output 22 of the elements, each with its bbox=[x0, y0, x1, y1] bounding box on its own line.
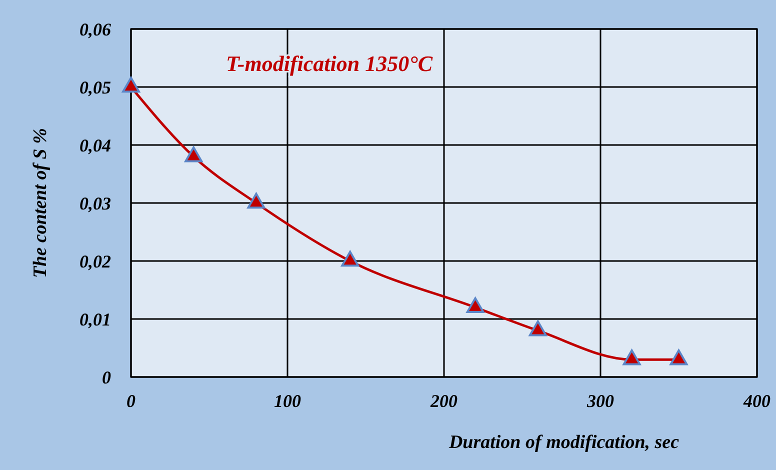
y-tick-label: 0,01 bbox=[80, 309, 111, 330]
y-tick-label: 0,04 bbox=[80, 135, 111, 156]
x-tick-label: 0 bbox=[126, 391, 136, 411]
y-tick-label: 0,06 bbox=[80, 19, 111, 40]
x-axis-title: Duration of modification, sec bbox=[448, 432, 680, 453]
x-tick-label: 200 bbox=[430, 391, 458, 411]
point bbox=[670, 349, 688, 366]
point bbox=[528, 320, 547, 336]
y-axis-title: The content of S % bbox=[30, 128, 51, 278]
y-tick-label: 0 bbox=[102, 367, 111, 388]
point bbox=[122, 76, 140, 93]
point bbox=[622, 349, 641, 366]
point bbox=[341, 250, 360, 267]
x-tick-label: 400 bbox=[742, 391, 770, 411]
x-tick-label: 100 bbox=[274, 391, 301, 411]
point bbox=[466, 297, 484, 313]
y-tick-label: 0,05 bbox=[80, 77, 111, 98]
point bbox=[184, 146, 203, 162]
point bbox=[247, 192, 266, 209]
y-tick-label: 0,03 bbox=[80, 193, 111, 214]
y-tick-label: 0,02 bbox=[80, 251, 111, 272]
x-tick-label: 300 bbox=[586, 391, 614, 411]
